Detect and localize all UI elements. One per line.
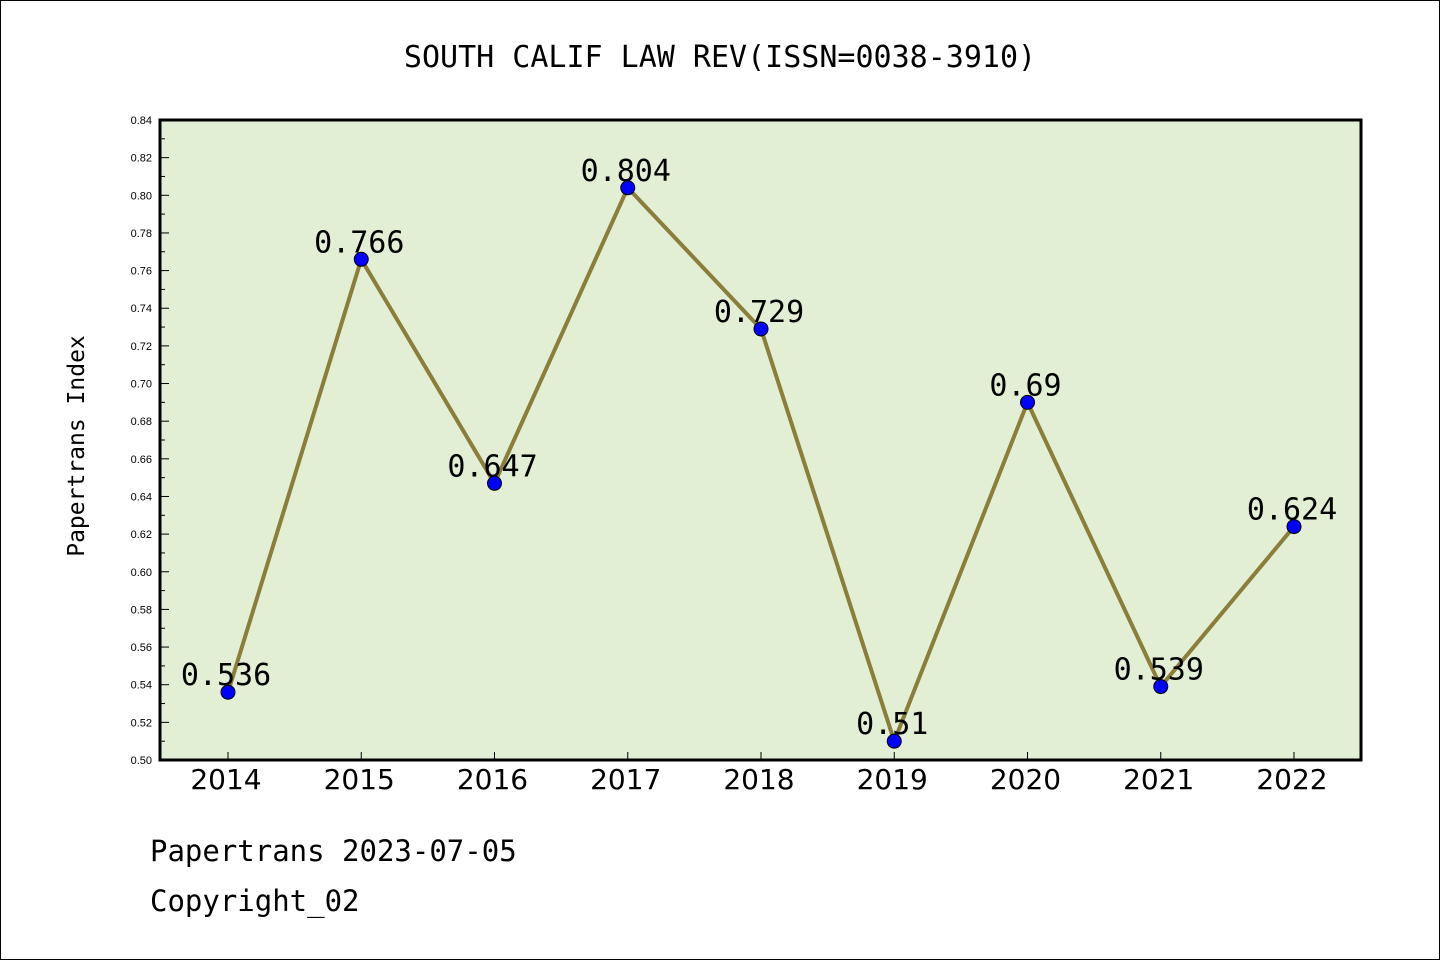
data-point bbox=[1153, 679, 1169, 695]
data-point bbox=[753, 321, 769, 337]
footer-date: Papertrans 2023-07-05 bbox=[150, 834, 517, 868]
footer-copyright: Copyright_02 bbox=[150, 884, 360, 918]
y-tick-label: 0.64 bbox=[131, 491, 152, 503]
data-label: 0.536 bbox=[181, 658, 271, 693]
data-point bbox=[487, 475, 502, 491]
y-tick-label: 0.72 bbox=[131, 341, 152, 353]
y-tick-label: 0.68 bbox=[131, 416, 152, 428]
data-label: 0.624 bbox=[1247, 493, 1337, 528]
y-tick-label: 0.78 bbox=[131, 228, 152, 240]
chart-title: SOUTH CALIF LAW REV(ISSN=0038-3910) bbox=[404, 40, 1036, 75]
y-tick-label: 0.74 bbox=[131, 303, 152, 315]
y-tick-label: 0.70 bbox=[131, 379, 152, 391]
x-tick-label: 2019 bbox=[857, 763, 928, 796]
data-point bbox=[220, 684, 236, 700]
y-tick-label: 0.52 bbox=[131, 717, 152, 729]
data-label: 0.539 bbox=[1114, 653, 1204, 688]
x-tick-label: 2014 bbox=[190, 763, 261, 796]
data-point bbox=[1020, 394, 1035, 410]
data-label: 0.804 bbox=[581, 154, 671, 189]
y-tick-label: 0.58 bbox=[131, 604, 152, 616]
x-tick-label: 2017 bbox=[590, 763, 661, 796]
y-tick-label: 0.80 bbox=[131, 190, 152, 202]
x-axis-ticks: 2014 2015 2016 2017 2018 2019 2020 2021 2022 bbox=[190, 752, 1328, 796]
y-tick-label: 0.66 bbox=[131, 454, 152, 466]
data-point bbox=[1286, 519, 1302, 535]
data-point bbox=[620, 180, 636, 196]
y-tick-label: 0.82 bbox=[131, 153, 152, 165]
x-tick-label: 2015 bbox=[324, 763, 395, 796]
plot-area bbox=[160, 120, 1361, 760]
data-label: 0.766 bbox=[314, 225, 404, 260]
series-group: 0.536 0.766 0.647 0.804 0.729 0.51 0.69 0.539 0.… bbox=[181, 154, 1337, 749]
data-label: 0.647 bbox=[447, 449, 537, 484]
x-tick-label: 2020 bbox=[990, 763, 1061, 796]
data-label: 0.729 bbox=[714, 295, 804, 330]
data-label: 0.69 bbox=[989, 368, 1061, 403]
x-tick-label: 2022 bbox=[1256, 763, 1327, 796]
y-tick-label: 0.60 bbox=[131, 567, 152, 579]
y-tick-label: 0.54 bbox=[131, 680, 152, 692]
y-tick-label: 0.76 bbox=[131, 266, 152, 278]
y-tick-label: 0.62 bbox=[131, 529, 152, 541]
y-axis-label: Papertrans Index bbox=[64, 335, 90, 557]
y-tick-label: 0.56 bbox=[131, 642, 152, 654]
y-axis-ticks: 0.50 0.52 0.54 0.56 0.58 0.60 0.62 0.64 0.66 0.68… bbox=[131, 115, 169, 767]
data-label: 0.51 bbox=[856, 707, 928, 742]
data-point bbox=[353, 251, 369, 267]
data-point bbox=[886, 733, 902, 749]
x-tick-label: 2016 bbox=[457, 763, 528, 796]
y-tick-label: 0.84 bbox=[131, 115, 152, 127]
x-tick-label: 2018 bbox=[723, 763, 794, 796]
plot-border bbox=[158, 118, 1363, 762]
y-tick-label: 0.50 bbox=[131, 755, 152, 767]
x-tick-label: 2021 bbox=[1123, 763, 1194, 796]
